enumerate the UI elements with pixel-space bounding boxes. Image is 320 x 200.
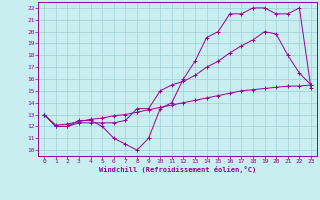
X-axis label: Windchill (Refroidissement éolien,°C): Windchill (Refroidissement éolien,°C) — [99, 166, 256, 173]
